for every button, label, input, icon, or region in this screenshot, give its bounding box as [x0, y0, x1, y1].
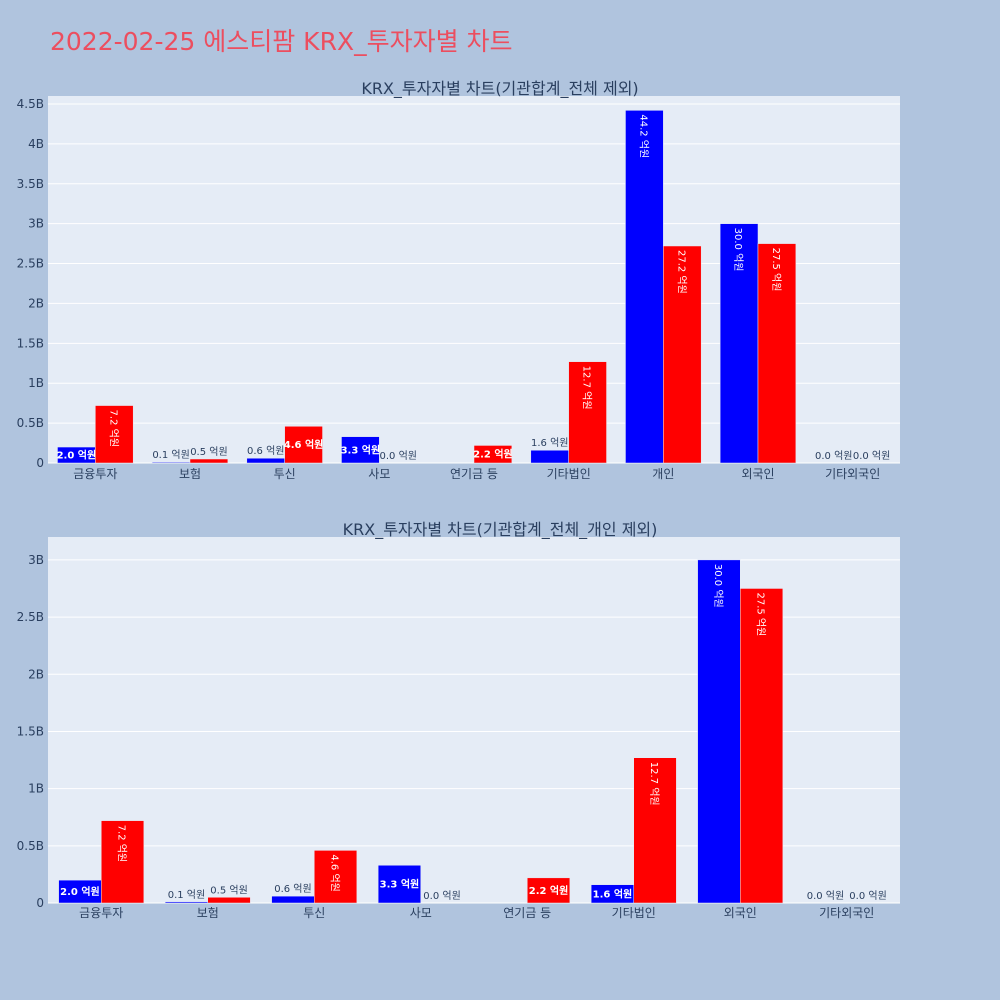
data-label: 30.0 억원 [712, 564, 724, 608]
data-label: 12.7 억원 [648, 762, 660, 806]
x-tick-label: 보험 [179, 467, 201, 480]
y-tick-label: 0.5B [17, 839, 44, 853]
bar [271, 895, 315, 904]
data-label: 0.5 억원 [190, 446, 227, 458]
data-label: 2.0 억원 [57, 449, 97, 462]
y-tick-label: 3B [28, 553, 44, 567]
data-label: 7.2 억원 [107, 410, 119, 447]
y-tick-label: 1B [28, 782, 44, 796]
y-tick-label: 2B [28, 667, 44, 681]
x-tick-label: 연기금 등 [503, 906, 551, 920]
bar [663, 245, 702, 464]
y-tick-label: 0 [36, 896, 44, 910]
y-tick-label: 2B [28, 296, 44, 310]
x-tick-label: 기타외국인 [819, 906, 874, 920]
data-label: 0.1 억원 [168, 889, 205, 901]
data-label: 4.6 억원 [329, 854, 341, 891]
data-label: 0.6 억원 [247, 445, 284, 457]
bar [719, 223, 759, 464]
data-label: 4.6 억원 [284, 438, 324, 451]
bar [341, 436, 380, 464]
data-label: 0.0 억원 [853, 450, 890, 462]
x-tick-label: 외국인 [724, 906, 757, 920]
data-label: 44.2 억원 [637, 114, 649, 158]
data-label: 2.0 억원 [60, 885, 100, 898]
x-tick-label: 외국인 [741, 467, 774, 480]
bar [568, 361, 607, 464]
data-label: 0.0 억원 [849, 890, 886, 902]
data-label: 12.7 억원 [581, 366, 593, 410]
data-label: 7.2 억원 [116, 825, 128, 862]
bar [377, 865, 421, 904]
data-label: 0.5 억원 [210, 884, 247, 896]
data-label: 0.0 억원 [807, 890, 844, 902]
y-tick-label: 4.5B [17, 97, 44, 111]
x-tick-label: 기타외국인 [825, 467, 880, 480]
y-tick-label: 0.5B [17, 416, 44, 430]
bar [151, 461, 191, 464]
data-label: 0.0 억원 [815, 450, 852, 462]
bar [527, 877, 571, 904]
bar [757, 243, 797, 464]
y-tick-label: 1.5B [17, 724, 44, 738]
data-label: 2.2 억원 [529, 884, 569, 897]
bar [189, 458, 229, 464]
data-label: 27.2 억원 [675, 250, 687, 294]
bar [164, 901, 208, 904]
bar [740, 588, 784, 904]
y-tick-label: 0 [36, 456, 44, 470]
y-tick-label: 2.5B [17, 257, 44, 271]
bar [95, 405, 134, 464]
y-tick-label: 1.5B [17, 336, 44, 350]
bar [284, 426, 323, 464]
x-tick-label: 금융투자 [79, 906, 123, 920]
x-tick-label: 연기금 등 [450, 467, 498, 480]
bar [207, 897, 251, 904]
x-tick-label: 사모 [410, 906, 432, 920]
chart-1: KRX_투자자별 차트(기관합계_전체 제외) 0 0.5B 1B 1.5B 2B 2.5B… [17, 79, 900, 480]
y-tick-label: 4B [28, 137, 44, 151]
chart-title: KRX_투자자별 차트(기관합계_전체_개인 제외) [343, 520, 658, 540]
bar [473, 445, 513, 464]
bar [314, 850, 358, 904]
data-label: 0.0 억원 [423, 890, 460, 902]
bar [246, 457, 285, 464]
x-tick-label: 금융투자 [73, 467, 117, 480]
x-tick-label: 사모 [368, 467, 390, 480]
data-label: 0.1 억원 [152, 449, 189, 461]
data-label: 2.2 억원 [473, 448, 513, 461]
y-tick-label: 2.5B [17, 610, 44, 624]
data-label: 0.6 억원 [274, 883, 311, 895]
data-label: 27.5 억원 [755, 592, 767, 636]
chart-title: KRX_투자자별 차트(기관합계_전체 제외) [361, 79, 638, 99]
bar [530, 449, 569, 464]
x-tick-label: 투신 [303, 906, 325, 920]
data-label: 1.6 억원 [531, 437, 568, 449]
x-tick-label: 기타법인 [612, 906, 656, 920]
chart-2: KRX_투자자별 차트(기관합계_전체_개인 제외) 0 0.5B 1B 1.5B 2B 2… [17, 520, 900, 920]
data-label: 3.3 억원 [341, 443, 381, 456]
bar [101, 820, 145, 904]
page-title: 2022-02-25 에스티팜 KRX_투자자별 차트 [50, 27, 513, 56]
data-label: 3.3 억원 [380, 878, 420, 891]
data-label: 1.6 억원 [593, 887, 633, 900]
bar [633, 757, 677, 904]
data-label: 27.5 억원 [770, 248, 782, 292]
x-tick-label: 기타법인 [547, 467, 591, 480]
data-label: 0.0 억원 [380, 450, 417, 462]
x-tick-label: 개인 [652, 467, 674, 480]
y-tick-label: 3B [28, 217, 44, 231]
data-label: 30.0 억원 [732, 228, 744, 272]
y-tick-label: 3.5B [17, 177, 44, 191]
x-tick-label: 투신 [274, 467, 296, 480]
bar [625, 110, 664, 464]
x-tick-label: 보험 [197, 906, 219, 920]
y-tick-label: 1B [28, 376, 44, 390]
bar [697, 559, 741, 904]
